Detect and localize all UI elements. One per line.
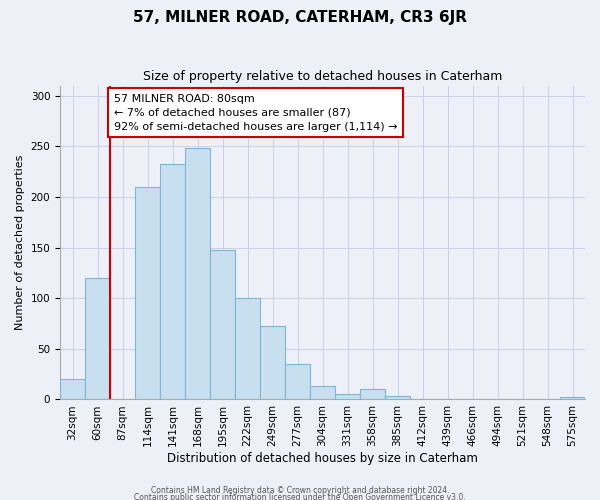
Bar [560,398,585,400]
Bar [310,386,335,400]
Y-axis label: Number of detached properties: Number of detached properties [15,155,25,330]
Text: 57, MILNER ROAD, CATERHAM, CR3 6JR: 57, MILNER ROAD, CATERHAM, CR3 6JR [133,10,467,25]
Text: Contains HM Land Registry data © Crown copyright and database right 2024.: Contains HM Land Registry data © Crown c… [151,486,449,495]
Bar [285,364,310,400]
Text: 57 MILNER ROAD: 80sqm
← 7% of detached houses are smaller (87)
92% of semi-detac: 57 MILNER ROAD: 80sqm ← 7% of detached h… [114,94,397,132]
Bar [335,394,360,400]
Title: Size of property relative to detached houses in Caterham: Size of property relative to detached ho… [143,70,502,83]
Bar [235,298,260,400]
X-axis label: Distribution of detached houses by size in Caterham: Distribution of detached houses by size … [167,452,478,465]
Bar [185,148,210,400]
Bar [360,390,385,400]
Bar [160,164,185,400]
Bar [260,326,285,400]
Bar [60,379,85,400]
Text: Contains public sector information licensed under the Open Government Licence v3: Contains public sector information licen… [134,494,466,500]
Bar [85,278,110,400]
Bar [385,396,410,400]
Bar [135,187,160,400]
Bar [210,250,235,400]
